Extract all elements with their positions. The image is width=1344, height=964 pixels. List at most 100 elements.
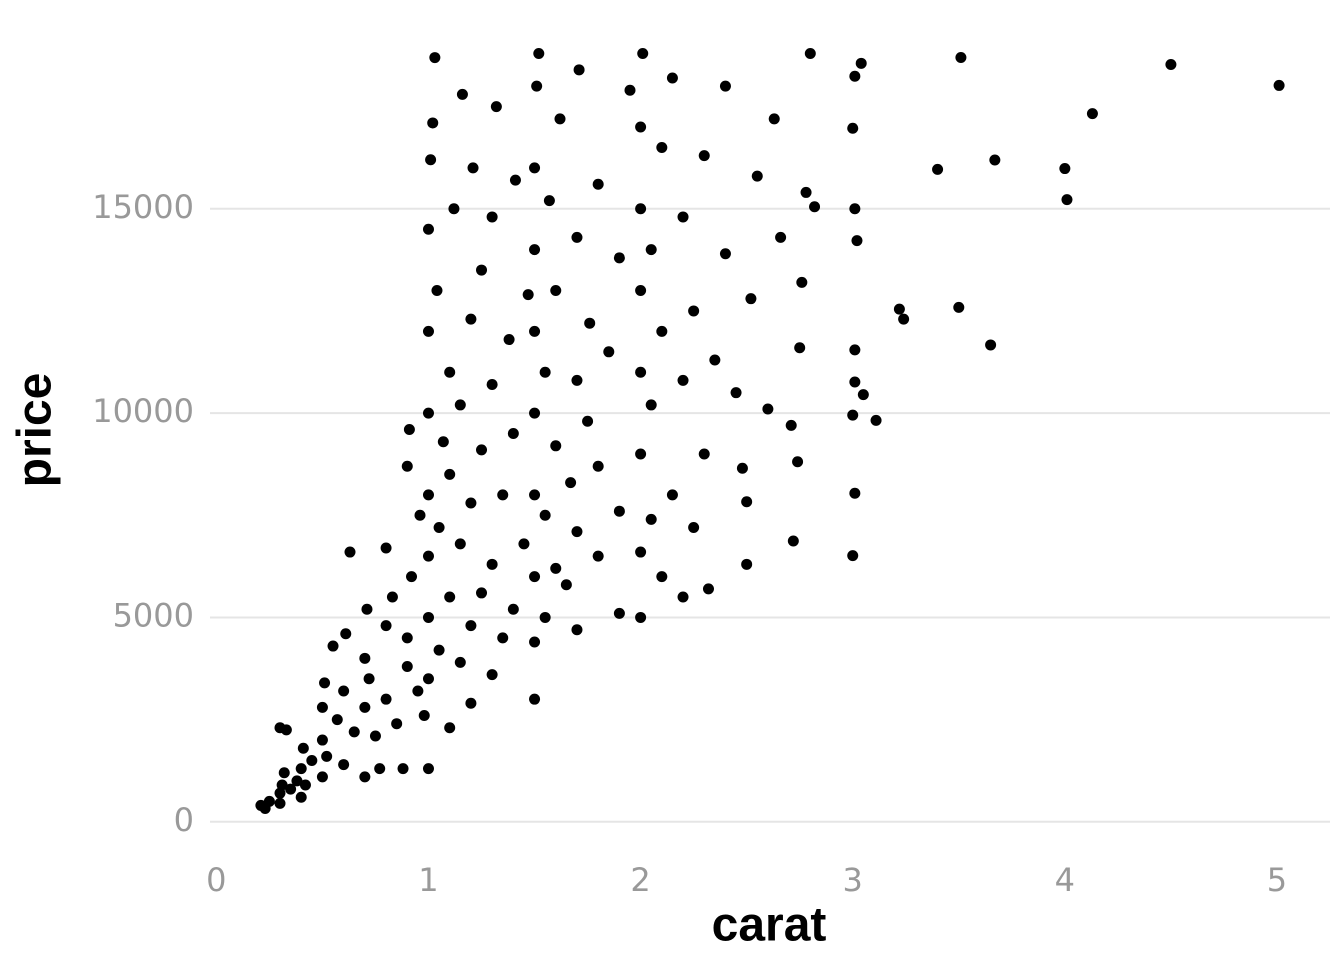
point [932,163,944,175]
x-tick-label: 4 [1055,861,1075,899]
point [522,289,534,301]
point [278,767,290,779]
point [476,264,488,276]
point [348,726,360,738]
point [851,235,863,247]
point [422,325,434,337]
point [539,509,551,521]
point [427,117,439,129]
point [285,783,297,795]
point [529,244,541,256]
point [702,583,714,595]
point [448,203,460,215]
point [787,535,799,547]
point [741,496,753,508]
point [422,611,434,623]
point [543,195,555,207]
point [592,460,604,472]
point [539,611,551,623]
point [486,379,498,391]
point [380,693,392,705]
point [529,636,541,648]
y-tick-label: 0 [174,801,194,839]
point [363,673,375,685]
point [656,325,668,337]
point [306,754,318,766]
point [422,550,434,562]
point [709,354,721,366]
x-tick-label: 1 [418,861,438,899]
point [762,403,774,415]
point [637,47,649,59]
point [635,366,647,378]
point [613,607,625,619]
point [592,178,604,190]
point [792,456,804,468]
point [327,640,339,652]
point [380,542,392,554]
point [403,423,415,435]
point [1061,194,1073,206]
x-tick-label: 5 [1267,861,1287,899]
point [401,460,413,472]
point [422,407,434,419]
point [465,620,477,632]
point [422,763,434,775]
point [847,409,859,421]
point [635,121,647,133]
point [529,162,541,174]
point [359,652,371,664]
point [529,489,541,501]
point [369,730,381,742]
point [955,52,967,64]
point [635,203,647,215]
point [476,444,488,456]
point [321,750,333,762]
point [645,399,657,411]
point [507,428,519,440]
point [565,477,577,489]
point [847,550,859,562]
point [431,285,443,297]
point [529,325,541,337]
point [422,489,434,501]
point [745,293,757,305]
point [263,795,275,807]
point [698,448,710,460]
point [849,70,861,82]
point [603,346,615,358]
x-axis-title: carat [712,899,827,952]
point [486,211,498,223]
point [297,742,309,754]
point [359,701,371,713]
point [645,244,657,256]
point [465,313,477,325]
point [319,677,331,689]
point [985,339,997,351]
point [554,113,566,125]
point [291,775,303,787]
point [635,285,647,297]
point [582,415,594,427]
point [507,603,519,615]
point [422,223,434,235]
x-tick-label: 0 [206,861,226,899]
point [809,201,821,213]
y-tick-label: 5000 [113,596,194,634]
point [486,669,498,681]
point [444,468,456,480]
point [295,763,307,775]
x-tick-label: 3 [843,861,863,899]
point [344,546,356,558]
point [688,522,700,534]
point [391,718,403,730]
point [280,724,292,736]
point [560,579,572,591]
point [454,656,466,668]
point [380,620,392,632]
point [953,301,965,313]
point [422,673,434,685]
point [467,162,479,174]
point [656,141,668,153]
